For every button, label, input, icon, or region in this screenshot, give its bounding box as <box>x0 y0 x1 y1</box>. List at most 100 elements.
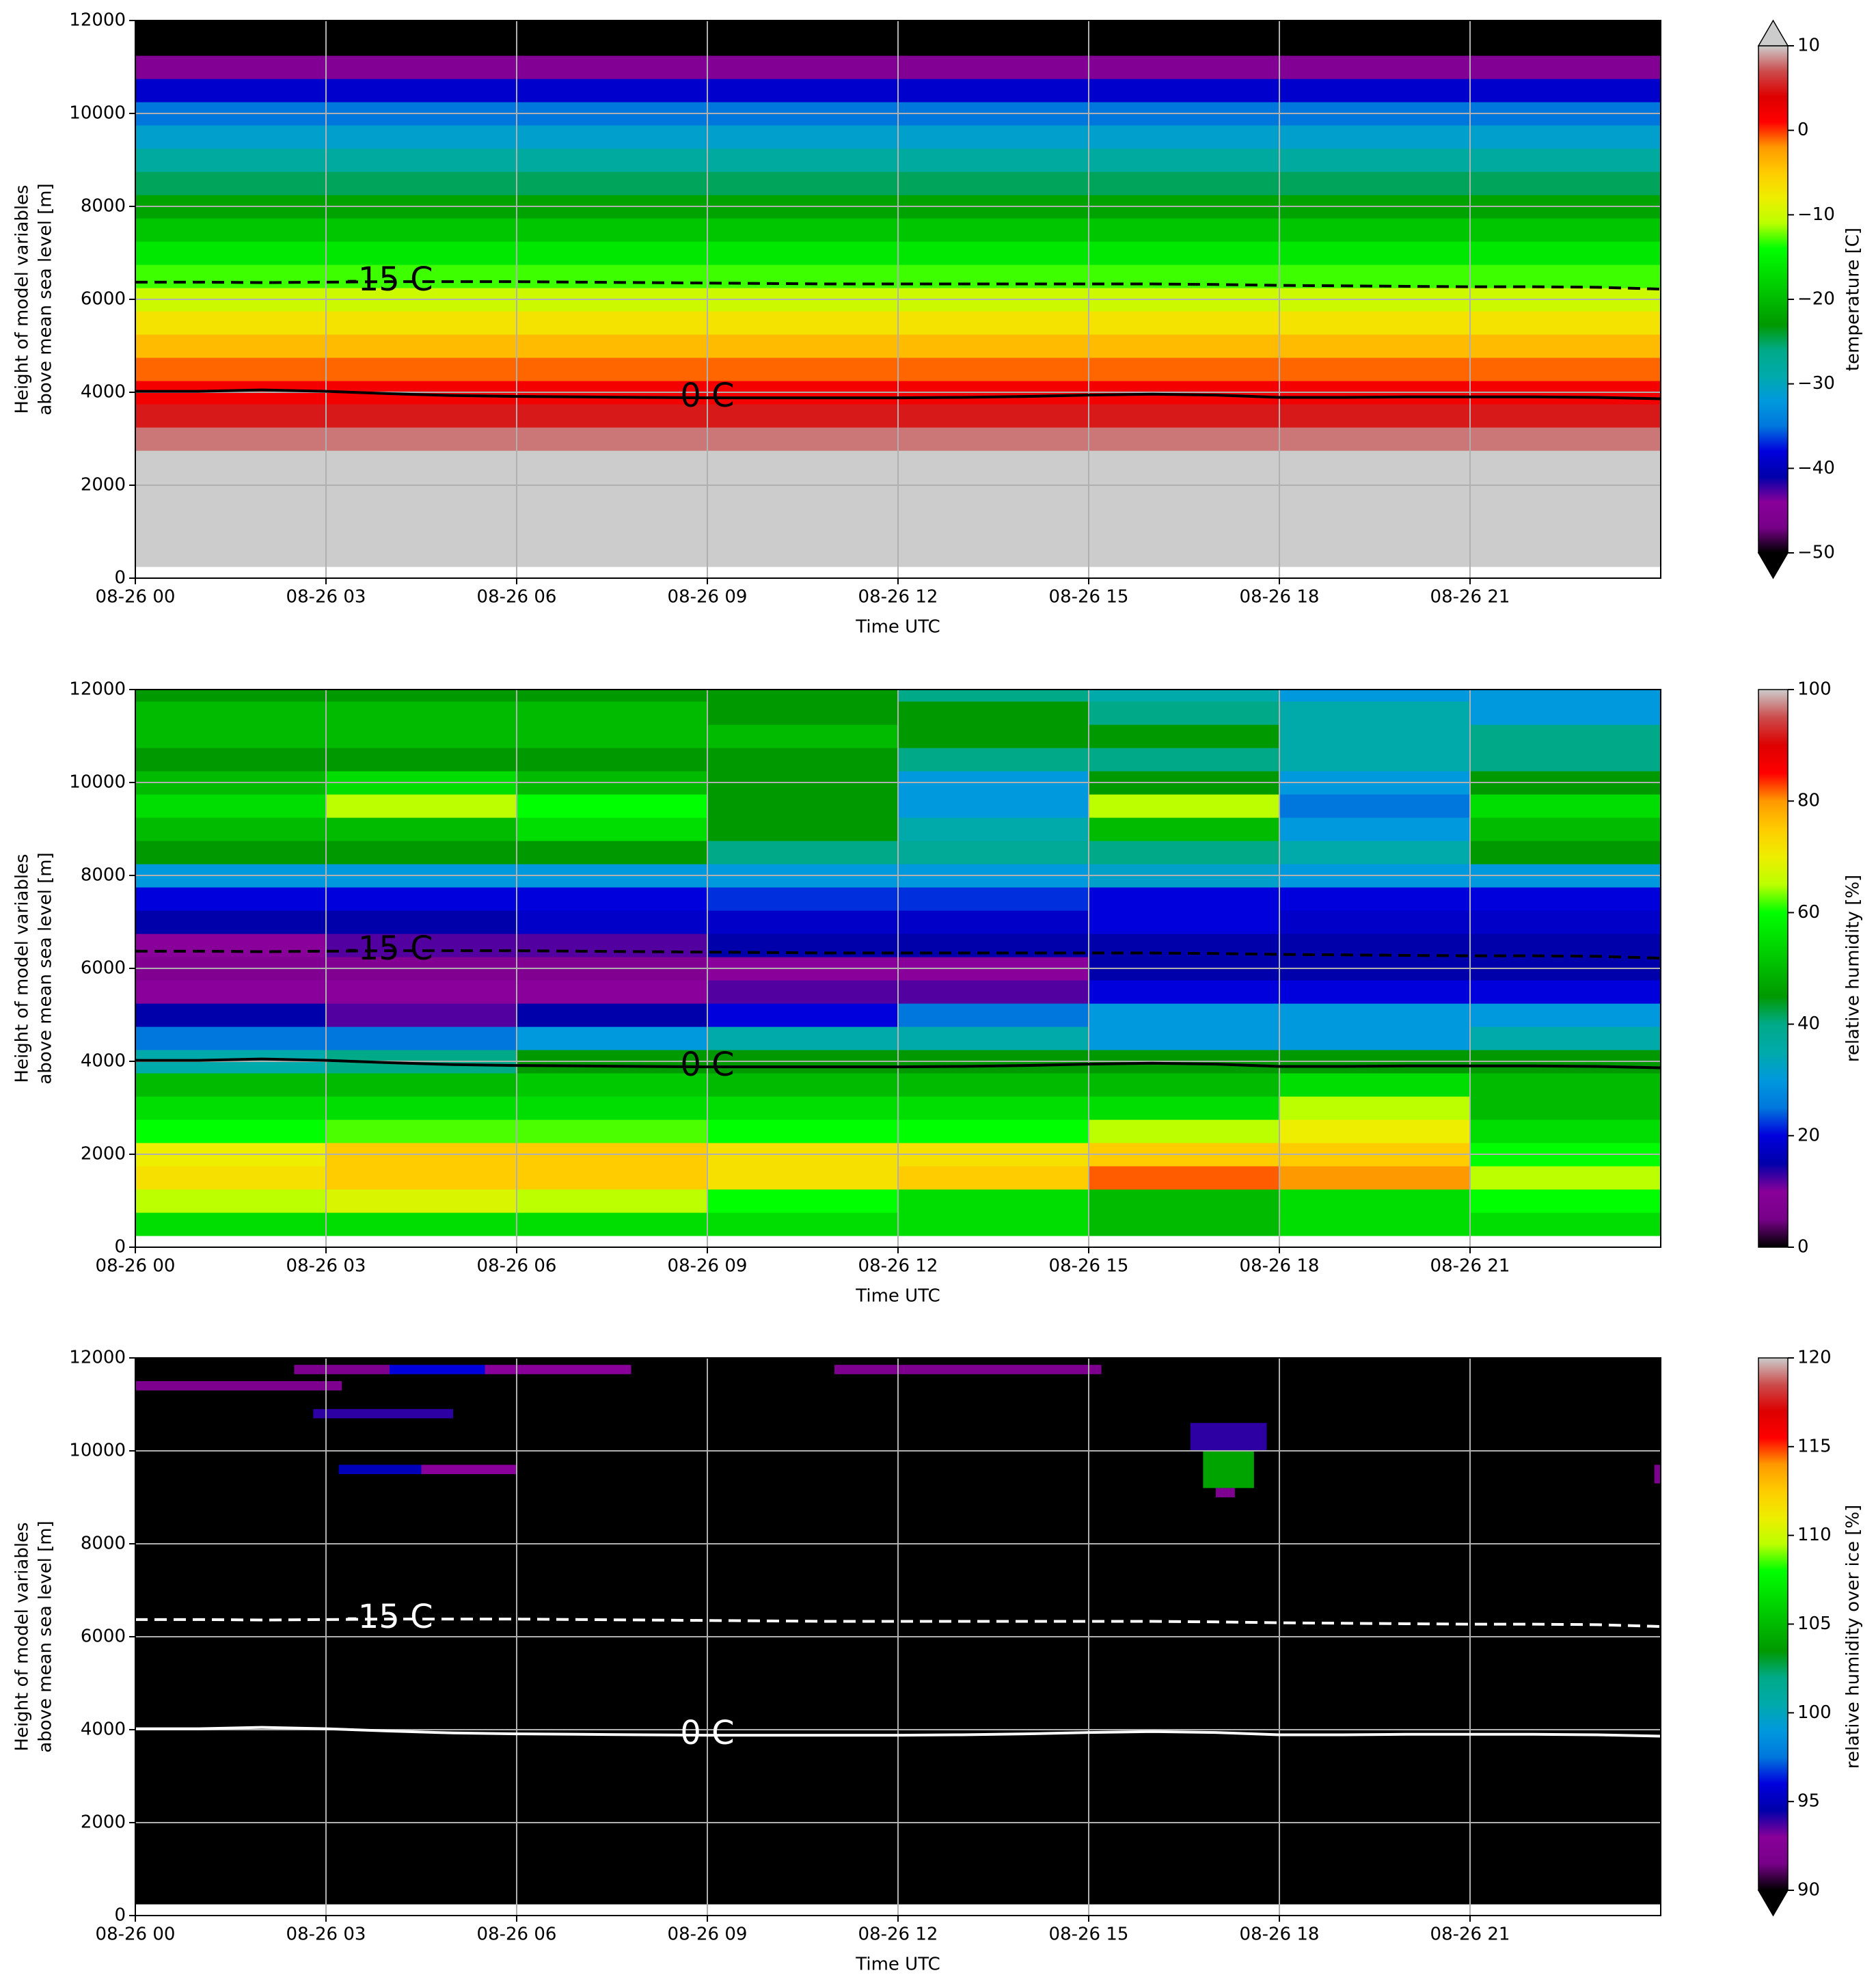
heatmap-cell <box>1279 934 1471 957</box>
x-tick-label: 08-26 00 <box>96 587 176 608</box>
contour-label: -15 C <box>346 1598 433 1636</box>
heatmap-cell <box>135 1212 327 1236</box>
colorbar-tick-label: 95 <box>1797 1791 1820 1812</box>
heatmap-cell <box>326 1003 517 1027</box>
y-tick-label: 4000 <box>81 1051 126 1072</box>
heatmap-cell <box>326 794 517 818</box>
y-tick-label: 12000 <box>69 679 126 700</box>
x-tick-label: 08-26 06 <box>477 1924 557 1945</box>
heatmap-cell <box>135 701 327 725</box>
heatmap-cell <box>707 1096 899 1120</box>
heatmap-cell <box>326 1026 517 1050</box>
heatmap-cell <box>707 1073 899 1097</box>
heatmap-cell <box>135 794 327 818</box>
heatmap-cell <box>1279 817 1471 841</box>
heatmap-cell <box>1470 934 1661 957</box>
y-tick-label: 4000 <box>81 382 126 403</box>
heatmap-cell <box>1470 1166 1661 1190</box>
heatmap-cell <box>707 1166 899 1190</box>
colorbar-tick-label: −40 <box>1797 458 1835 478</box>
heatmap-cell <box>135 887 327 911</box>
x-tick-label: 08-26 12 <box>858 1924 938 1945</box>
heatmap-cell <box>517 1119 708 1143</box>
x-tick-label: 08-26 18 <box>1240 1924 1320 1945</box>
heatmap-cell <box>1089 910 1280 934</box>
heatmap-cell <box>707 1212 899 1236</box>
y-tick-label: 10000 <box>69 103 126 124</box>
x-tick-label: 08-26 12 <box>858 587 938 608</box>
heatmap-cell <box>707 1189 899 1213</box>
heatmap-cell <box>135 1096 327 1120</box>
heatmap-cell <box>1089 841 1280 864</box>
heatmap-cell <box>135 1189 327 1213</box>
heatmap-cell <box>1279 1119 1471 1143</box>
y-tick-label: 10000 <box>69 772 126 793</box>
heatmap-cell <box>707 1119 899 1143</box>
y-tick-label: 12000 <box>69 10 126 31</box>
x-tick-label: 08-26 06 <box>477 1256 557 1277</box>
heatmap-cell <box>135 934 327 957</box>
heatmap-cell <box>707 690 899 702</box>
heatmap-cell <box>517 1096 708 1120</box>
heatmap-cell <box>1279 1026 1471 1050</box>
heatmap-cell <box>1470 980 1661 1004</box>
heatmap-cell <box>338 1465 422 1474</box>
heatmap-cell <box>517 701 708 725</box>
x-tick-label: 08-26 03 <box>286 1924 366 1945</box>
heatmap-cell <box>1279 980 1471 1004</box>
heatmap-cell <box>898 794 1089 818</box>
heatmap-cell <box>1470 1189 1661 1213</box>
heatmap-cell <box>390 1365 485 1374</box>
heatmap-cell <box>898 1073 1089 1097</box>
heatmap-cell <box>707 841 899 864</box>
x-tick-label: 08-26 15 <box>1049 587 1129 608</box>
colorbar <box>1758 1357 1789 1891</box>
heatmap-cell <box>421 1465 517 1474</box>
y-tick-label: 8000 <box>81 1534 126 1554</box>
contour-line <box>135 280 1661 291</box>
heatmap-cell <box>326 1189 517 1213</box>
heatmap-cell <box>1279 1096 1471 1120</box>
heatmap-cell <box>1279 701 1471 725</box>
x-axis-label: Time UTC <box>855 1955 940 1975</box>
heatmap-cell <box>1470 748 1661 772</box>
heatmap-cell <box>898 1026 1089 1050</box>
heatmap-cell <box>707 1026 899 1050</box>
colorbar-label: relative humidity [%] <box>1843 875 1864 1062</box>
heatmap-cell <box>1279 887 1471 911</box>
x-axis-label: Time UTC <box>855 1286 940 1307</box>
y-tick-label: 8000 <box>81 865 126 886</box>
heatmap-cell <box>1279 748 1471 772</box>
contour-label: 0 C <box>680 377 734 415</box>
heatmap-cell <box>898 748 1089 772</box>
heatmap-cell <box>1089 887 1280 911</box>
heatmap-cell <box>707 980 899 1004</box>
heatmap-cell <box>135 817 327 841</box>
axes-frame <box>135 1357 1661 1916</box>
y-tick-label: 0 <box>114 1237 126 1257</box>
heatmap-cell <box>517 724 708 748</box>
x-axis-label: Time UTC <box>855 617 940 638</box>
x-tick-label: 08-26 09 <box>668 1924 748 1945</box>
heatmap-cell <box>326 701 517 725</box>
heatmap-cell <box>707 748 899 772</box>
x-tick-label: 08-26 09 <box>668 1256 748 1277</box>
heatmap-cell <box>1279 794 1471 818</box>
colorbar-tick-label: 80 <box>1797 791 1820 811</box>
heatmap-cell <box>898 1166 1089 1190</box>
heatmap-cell <box>707 910 899 934</box>
x-tick-label: 08-26 15 <box>1049 1256 1129 1277</box>
heatmap-cell <box>1089 1096 1280 1120</box>
heatmap-cell <box>898 690 1089 702</box>
heatmap-cell <box>1089 817 1280 841</box>
colorbar-tick-label: 100 <box>1797 1702 1832 1723</box>
heatmap-cell <box>1470 910 1661 934</box>
heatmap-cell <box>1190 1423 1267 1451</box>
heatmap-cell <box>1279 1166 1471 1190</box>
x-tick-label: 08-26 21 <box>1430 1924 1510 1945</box>
colorbar-tick-label: −20 <box>1797 289 1835 310</box>
heatmap-cell <box>1470 690 1661 702</box>
y-tick-label: 4000 <box>81 1719 126 1740</box>
colorbar-extend <box>1757 19 1789 46</box>
heatmap-cell <box>1279 1212 1471 1236</box>
